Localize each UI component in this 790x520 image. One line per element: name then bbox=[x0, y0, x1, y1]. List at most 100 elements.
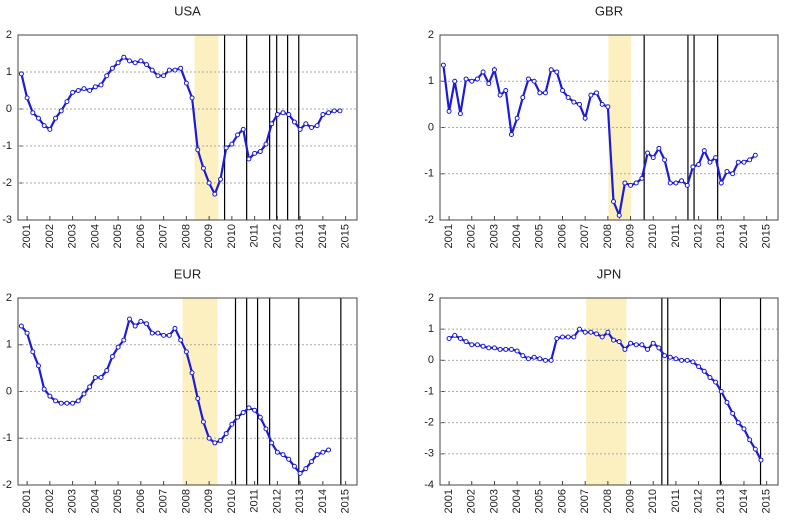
x-tick-label: 2013 bbox=[715, 224, 727, 248]
data-point bbox=[70, 89, 76, 95]
data-point bbox=[138, 58, 144, 64]
shaded-region bbox=[194, 35, 219, 220]
data-point bbox=[656, 145, 662, 151]
data-point bbox=[628, 340, 634, 346]
shaded-region bbox=[608, 35, 632, 220]
data-point bbox=[599, 101, 605, 107]
x-tick-label: 2001 bbox=[21, 224, 33, 248]
data-point bbox=[229, 141, 235, 147]
data-point bbox=[457, 111, 463, 117]
data-point bbox=[548, 357, 554, 363]
data-point bbox=[463, 76, 469, 82]
data-point bbox=[314, 452, 320, 458]
data-point bbox=[235, 414, 241, 420]
x-tick-label: 2010 bbox=[226, 224, 238, 248]
panel: EUR -2 -1 0 1 2 2001 2002 2003 2004 2005 2006 2007 20… bbox=[2, 266, 358, 513]
data-point bbox=[35, 363, 41, 369]
data-point bbox=[178, 337, 184, 343]
x-tick-label: 2004 bbox=[511, 224, 523, 248]
x-tick-label: 2011 bbox=[670, 489, 682, 513]
data-point bbox=[503, 88, 509, 93]
data-point bbox=[308, 459, 314, 465]
y-tick-label: 2 bbox=[428, 29, 434, 41]
data-point bbox=[525, 356, 531, 362]
data-point bbox=[109, 65, 115, 71]
data-point bbox=[628, 182, 634, 188]
data-point bbox=[24, 330, 30, 336]
data-point bbox=[741, 159, 747, 165]
y-tick-label: 0 bbox=[6, 103, 12, 115]
panel-title: JPN bbox=[597, 266, 622, 281]
data-point bbox=[297, 126, 303, 132]
panel: USA -3 -2 -1 0 1 2 2001 2002 2003 2004 2005 2006 2007… bbox=[2, 3, 358, 248]
data-point bbox=[741, 426, 747, 432]
data-point bbox=[633, 180, 639, 186]
data-point bbox=[126, 316, 132, 322]
data-point bbox=[30, 349, 36, 355]
data-point bbox=[730, 171, 736, 177]
data-point bbox=[149, 67, 155, 73]
data-point bbox=[463, 339, 469, 345]
data-point bbox=[280, 110, 286, 116]
data-point bbox=[144, 321, 150, 327]
x-tick-label: 2014 bbox=[738, 489, 750, 513]
data-point bbox=[650, 340, 656, 346]
data-point bbox=[53, 115, 59, 121]
data-point bbox=[747, 157, 753, 163]
data-point bbox=[183, 80, 189, 86]
data-point bbox=[121, 337, 127, 343]
data-point bbox=[452, 332, 458, 338]
x-tick-label: 2009 bbox=[203, 489, 215, 513]
data-point bbox=[229, 421, 235, 427]
data-point bbox=[639, 342, 645, 348]
data-point bbox=[611, 337, 617, 343]
data-point bbox=[240, 126, 246, 132]
data-point bbox=[531, 354, 537, 360]
x-tick-label: 2012 bbox=[693, 224, 705, 248]
panel: JPN -4 -3 -2 -1 0 1 2 2001 2002 2003 2004 2005 2006 20… bbox=[424, 266, 779, 513]
x-tick-label: 2003 bbox=[67, 224, 79, 248]
data-point bbox=[588, 329, 594, 335]
y-tick-label: -1 bbox=[2, 432, 12, 444]
data-point bbox=[18, 71, 24, 77]
data-point bbox=[452, 78, 458, 84]
data-point bbox=[263, 141, 269, 147]
x-tick-label: 2010 bbox=[647, 224, 659, 248]
x-tick-label: 2005 bbox=[534, 489, 546, 513]
data-point bbox=[645, 150, 651, 156]
x-tick-label: 2015 bbox=[761, 224, 773, 248]
y-tick-label: 0 bbox=[428, 121, 434, 133]
data-point bbox=[126, 58, 132, 64]
data-point bbox=[274, 112, 280, 118]
data-point bbox=[594, 331, 600, 337]
data-point bbox=[752, 446, 758, 452]
data-point bbox=[690, 164, 696, 170]
x-tick-label: 2002 bbox=[466, 224, 478, 248]
data-point bbox=[605, 104, 611, 110]
data-point bbox=[257, 414, 263, 420]
data-point bbox=[58, 108, 64, 114]
plot-frame bbox=[439, 34, 779, 221]
x-tick-label: 2001 bbox=[443, 489, 455, 513]
plot-frame bbox=[17, 297, 358, 486]
data-point bbox=[18, 323, 24, 329]
x-tick-label: 2005 bbox=[112, 489, 124, 513]
data-point bbox=[200, 165, 206, 171]
y-tick-label: 0 bbox=[6, 385, 12, 397]
data-point bbox=[217, 176, 223, 182]
data-point bbox=[684, 182, 690, 188]
data-point bbox=[303, 466, 309, 472]
data-point bbox=[41, 123, 47, 129]
y-tick-label: 2 bbox=[6, 29, 12, 41]
data-point bbox=[474, 76, 480, 82]
y-tick-label: -1 bbox=[424, 385, 434, 397]
y-tick-label: 0 bbox=[428, 354, 434, 366]
y-tick-label: -4 bbox=[424, 479, 434, 491]
data-point bbox=[707, 374, 713, 380]
data-point bbox=[622, 180, 628, 186]
data-point bbox=[252, 150, 258, 156]
x-tick-label: 2005 bbox=[112, 224, 124, 248]
data-point bbox=[75, 398, 81, 404]
x-tick-label: 2002 bbox=[44, 224, 56, 248]
data-point bbox=[440, 62, 446, 68]
